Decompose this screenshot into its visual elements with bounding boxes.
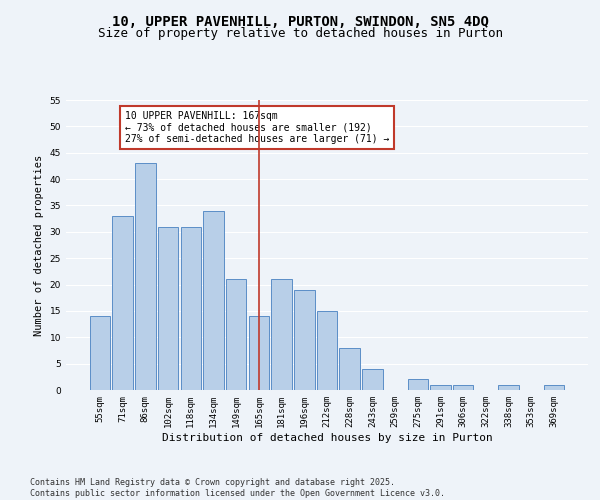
Bar xyxy=(226,280,247,390)
Bar xyxy=(294,290,314,390)
Bar xyxy=(340,348,360,390)
Text: Size of property relative to detached houses in Purton: Size of property relative to detached ho… xyxy=(97,28,503,40)
Bar xyxy=(112,216,133,390)
Bar xyxy=(430,384,451,390)
Y-axis label: Number of detached properties: Number of detached properties xyxy=(34,154,44,336)
Bar xyxy=(248,316,269,390)
Bar xyxy=(271,280,292,390)
X-axis label: Distribution of detached houses by size in Purton: Distribution of detached houses by size … xyxy=(161,432,493,442)
Bar xyxy=(203,210,224,390)
Bar xyxy=(317,311,337,390)
Bar xyxy=(407,380,428,390)
Bar xyxy=(453,384,473,390)
Text: Contains HM Land Registry data © Crown copyright and database right 2025.
Contai: Contains HM Land Registry data © Crown c… xyxy=(30,478,445,498)
Bar xyxy=(499,384,519,390)
Text: 10, UPPER PAVENHILL, PURTON, SWINDON, SN5 4DQ: 10, UPPER PAVENHILL, PURTON, SWINDON, SN… xyxy=(112,15,488,29)
Bar xyxy=(544,384,564,390)
Bar xyxy=(362,369,383,390)
Bar xyxy=(158,226,178,390)
Text: 10 UPPER PAVENHILL: 167sqm
← 73% of detached houses are smaller (192)
27% of sem: 10 UPPER PAVENHILL: 167sqm ← 73% of deta… xyxy=(125,110,389,144)
Bar xyxy=(135,164,155,390)
Bar xyxy=(181,226,201,390)
Bar xyxy=(90,316,110,390)
